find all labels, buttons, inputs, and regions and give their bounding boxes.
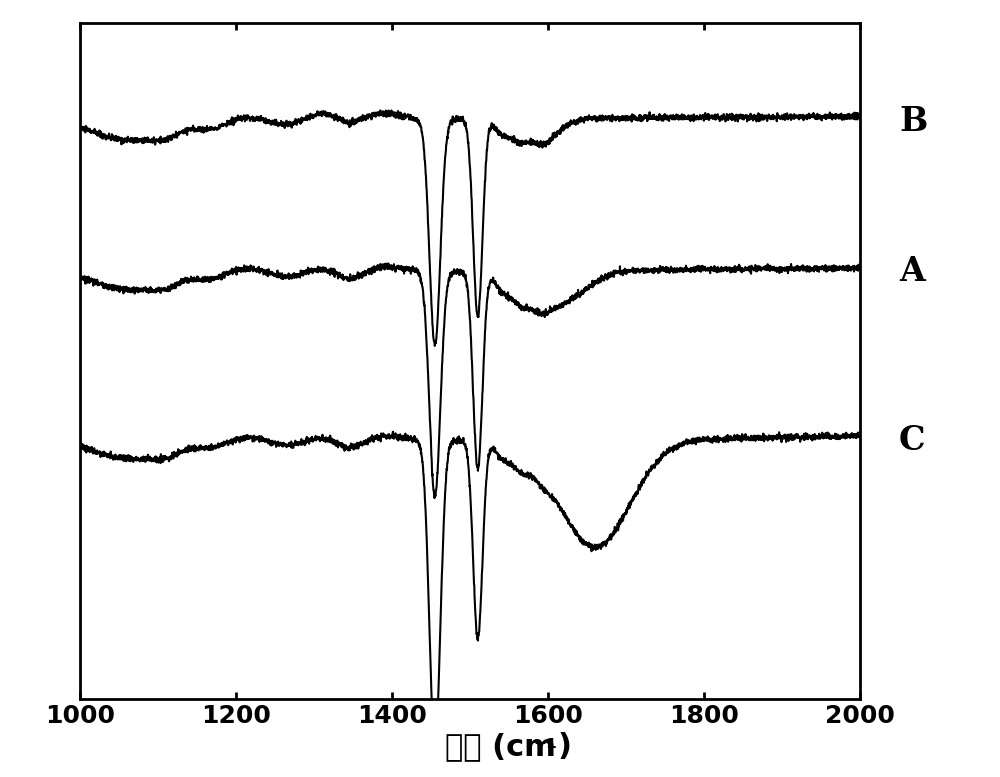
- Text: ): ): [558, 733, 572, 761]
- Text: A: A: [899, 255, 925, 287]
- Text: 波数 (cm: 波数 (cm: [445, 733, 555, 761]
- Text: C: C: [899, 423, 926, 457]
- Text: ⁻¹: ⁻¹: [533, 737, 557, 761]
- Text: B: B: [899, 106, 927, 138]
